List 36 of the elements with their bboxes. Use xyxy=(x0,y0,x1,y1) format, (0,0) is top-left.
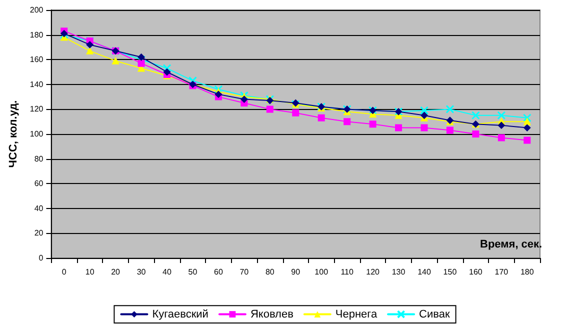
y-tick-label: 40 xyxy=(34,204,44,213)
y-tick-label: 80 xyxy=(34,154,44,164)
x-tick-label: 90 xyxy=(291,268,301,276)
x-tick-label: 170 xyxy=(494,268,509,276)
x-axis-title: Время, сек. xyxy=(480,238,542,250)
y-tick-label: 160 xyxy=(30,55,44,64)
y-tick-label: 60 xyxy=(34,179,44,188)
y-tick-label: 120 xyxy=(30,104,44,114)
x-tick-label: 140 xyxy=(418,268,432,276)
x-tick-label: 50 xyxy=(188,268,198,276)
x-tick-label: 60 xyxy=(214,268,224,276)
legend-label: Яковлев xyxy=(250,308,294,320)
x-tick-label: 150 xyxy=(443,268,458,276)
y-tick-label: 200 xyxy=(30,6,44,14)
x-tick-label: 70 xyxy=(240,268,250,276)
x-tick-label: 110 xyxy=(340,268,354,276)
legend-label: Кугаевский xyxy=(152,308,208,320)
x-tick-label: 40 xyxy=(162,268,172,276)
x-tick-label: 0 xyxy=(62,268,67,276)
x-tick-label: 160 xyxy=(469,268,483,276)
y-tick-label: 20 xyxy=(34,228,44,238)
legend-label: Сивак xyxy=(419,308,450,320)
y-axis-title: ЧСС, кол.уд. xyxy=(8,100,20,168)
legend-label: Чернега xyxy=(335,308,378,320)
x-tick-label: 120 xyxy=(366,268,380,276)
x-tick-label: 100 xyxy=(314,268,329,276)
x-tick-label: 30 xyxy=(136,268,146,276)
x-tick-label: 20 xyxy=(111,268,121,276)
y-tick-label: 100 xyxy=(30,130,44,138)
y-tick-label: 180 xyxy=(30,30,44,40)
y-tick-label: 140 xyxy=(30,80,44,89)
x-tick-label: 10 xyxy=(85,268,95,276)
y-tick-label: 0 xyxy=(38,254,44,262)
x-tick-label: 180 xyxy=(520,268,534,276)
x-tick-label: 130 xyxy=(392,268,406,276)
x-tick-label: 80 xyxy=(265,268,275,276)
